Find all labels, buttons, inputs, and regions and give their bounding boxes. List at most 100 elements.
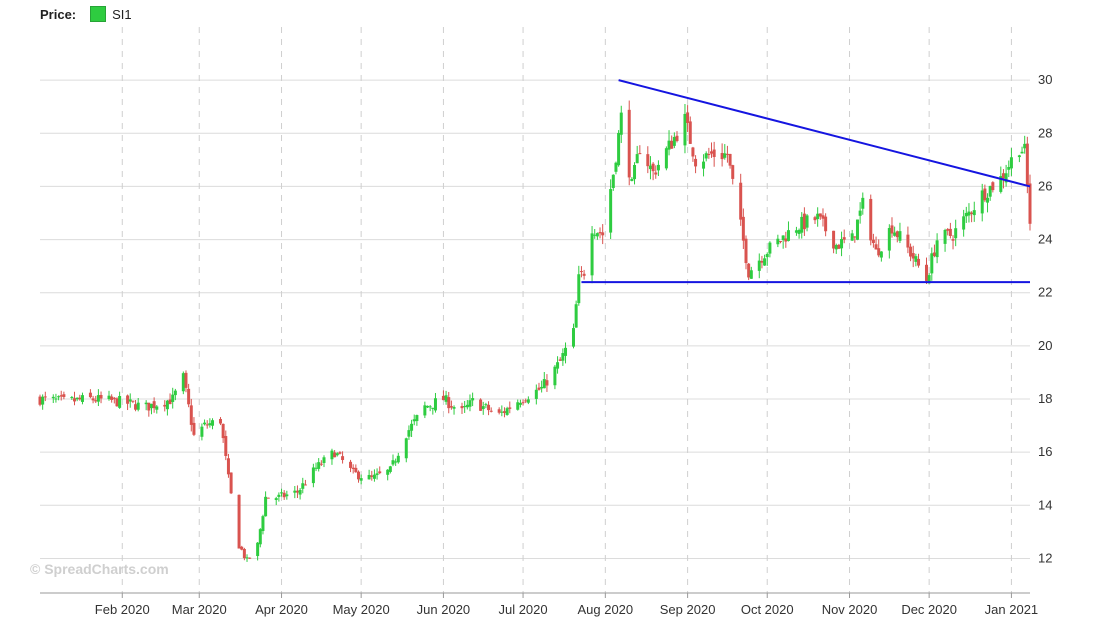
candle-body [675,135,679,142]
candle-body [582,273,586,276]
candle-body [428,406,432,408]
y-tick-label: 12 [1038,550,1052,565]
x-tick-label: May 2020 [333,602,390,617]
candle-body [853,236,857,238]
candle-body [200,426,204,437]
candle-body [341,456,345,461]
candle-body [540,386,544,389]
candle-body [354,467,358,473]
candle-body [598,232,602,234]
candle-body [131,400,135,402]
candle-body [407,430,411,437]
candle-body [447,397,451,409]
candle-body [218,418,222,424]
candle-body [725,153,729,155]
candle-body [954,228,958,239]
candle-body [832,230,836,249]
candle-body [712,149,716,158]
candle-body [765,254,769,258]
candle-body [91,398,95,401]
candle-body [962,216,966,230]
candle-body [571,328,575,347]
candle-body [850,233,854,241]
candle-body [444,395,448,402]
candle-body [614,162,618,172]
candle-body [800,216,804,233]
candle-body [898,231,902,241]
candle-body [988,185,992,197]
candle-body [861,197,865,209]
candle-body [877,248,881,256]
candle-body [118,396,122,408]
y-tick-label: 26 [1038,178,1052,193]
candle-body [359,478,363,481]
candle-body [240,546,244,550]
legend: Price: SI1 [40,4,132,24]
candle-body [51,396,55,399]
candle-body [545,380,549,386]
candle-body [869,198,873,241]
candle-body [285,494,289,497]
candle-body [951,239,955,241]
candle-body [744,238,748,264]
candle-body [330,450,334,460]
candle-body [534,389,538,399]
candle-body [396,455,400,463]
x-tick-label: Jul 2020 [498,602,547,617]
candle-body [638,153,642,155]
candle-body [426,405,430,408]
candle-body [372,474,376,479]
candle-body [508,407,512,409]
candle-body [208,423,212,426]
candle-body [110,396,114,400]
candle-body [136,402,140,410]
candle-body [415,415,419,422]
candle-body [720,153,724,160]
candle-body [526,399,530,403]
candle-body [521,402,525,404]
x-tick-label: Jun 2020 [417,602,471,617]
legend-series-name[interactable]: SI1 [112,6,132,22]
candle-body [561,353,565,361]
candle-body [192,422,196,435]
candle-body [1007,166,1011,170]
candle-body [932,252,936,257]
candle-body [760,261,764,263]
candle-body [226,458,230,475]
candle-body [134,404,138,410]
candle-body [837,244,841,249]
candle-body [155,406,159,410]
candle-body [80,395,84,402]
candle-body [842,237,846,240]
candle-body [967,211,971,216]
candle-body [423,405,427,416]
axes: 12 14 16 18 20 22 24 26 28 30 Feb 2020 Mar 2020 Apr … [40,72,1052,617]
candle-body [651,163,655,172]
candle-body [333,452,337,458]
candle-body [694,158,698,167]
candle-body [983,188,987,201]
grid [40,27,1030,593]
candle-body [370,475,374,477]
candle-body [264,496,268,517]
candle-body [449,406,453,408]
candle-body [293,490,297,493]
candle-body [465,404,469,408]
y-tick-label: 30 [1038,72,1052,87]
legend-swatch[interactable] [90,6,107,22]
candle-body [452,407,456,409]
candle-body [173,390,177,396]
candle-body [479,399,483,411]
candle-body [972,210,976,216]
candle-body [410,423,414,431]
candle-body [776,238,780,245]
candle-body [303,484,307,486]
candle-body [266,497,270,499]
candle-body [412,419,416,422]
candle-body [593,234,597,236]
candle-body [654,172,658,175]
candle-body [497,409,501,413]
candle-body [319,463,323,465]
candle-body [991,182,995,191]
candle-body [590,233,594,276]
